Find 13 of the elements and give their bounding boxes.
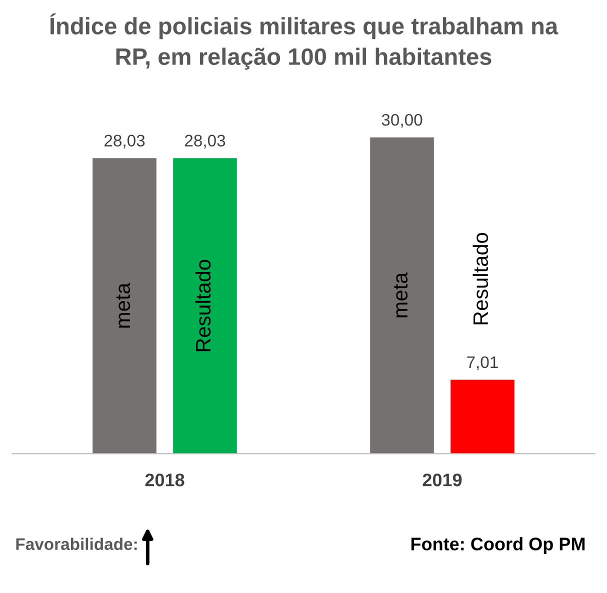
chart-title: Índice de policiais militares que trabalham na RP, em relação 100 mil habitantes bbox=[50, 13, 558, 70]
x-tick-label: 2018 bbox=[145, 474, 184, 486]
source-note: Fonte: Coord Op PM bbox=[411, 537, 585, 554]
data-label: 28,03 bbox=[104, 134, 145, 148]
series-label: Resultado bbox=[195, 260, 211, 352]
text: Resultado bbox=[472, 233, 488, 324]
series-label: meta bbox=[394, 272, 408, 318]
x-tick-label: 2019 bbox=[422, 474, 462, 486]
text: meta bbox=[116, 282, 130, 328]
text: Favorabilidade: bbox=[16, 538, 137, 550]
data-label: 30,00 bbox=[382, 114, 422, 128]
data-label: 7,01 bbox=[467, 356, 498, 370]
data-label: 28,03 bbox=[184, 134, 226, 148]
